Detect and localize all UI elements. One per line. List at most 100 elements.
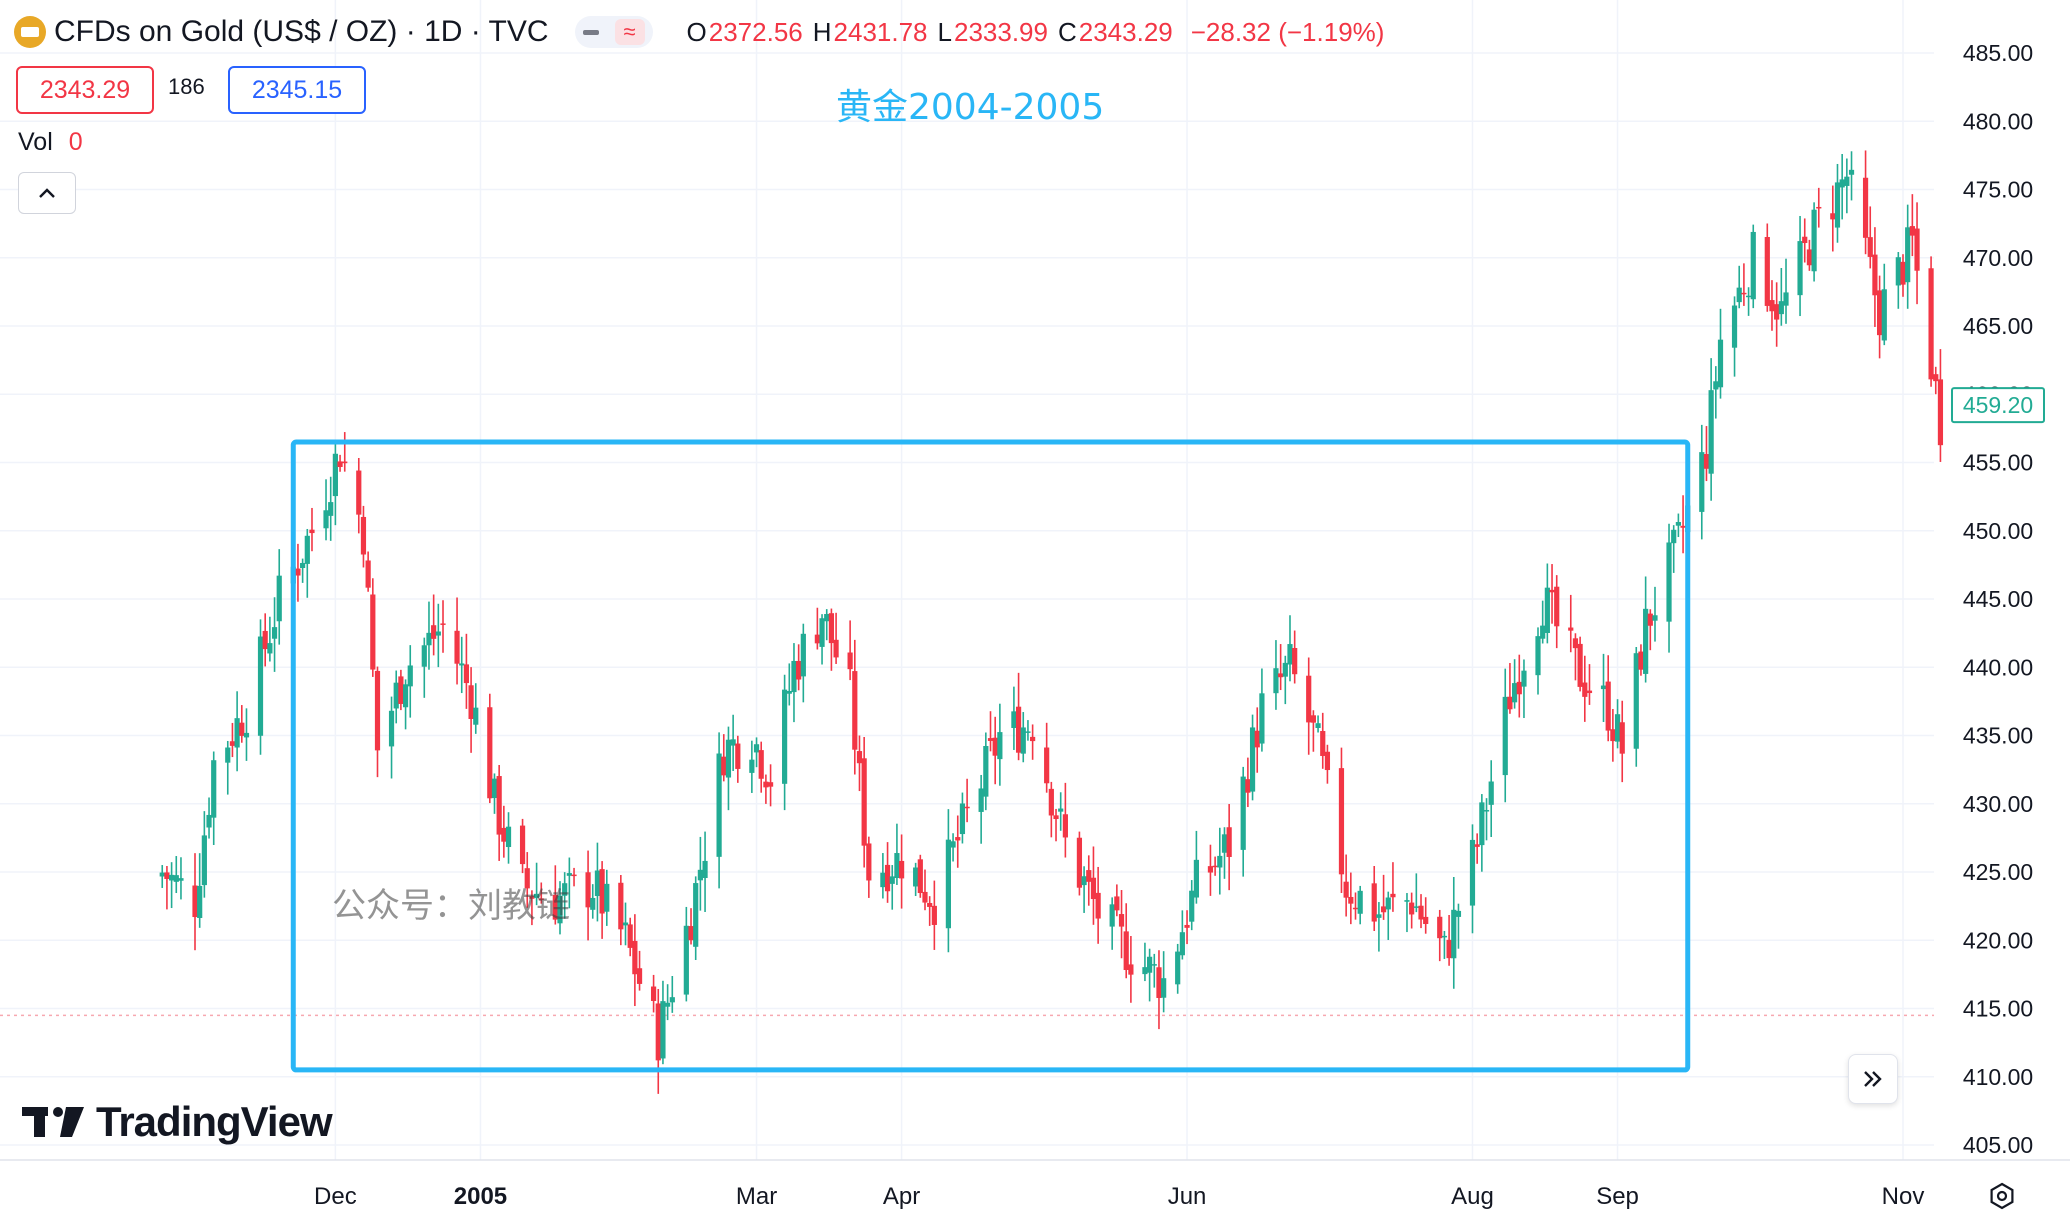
- time-tick-label: Apr: [883, 1183, 920, 1210]
- candle-body: [1750, 231, 1756, 300]
- candle-body: [337, 461, 343, 468]
- candle-body: [1086, 870, 1092, 882]
- candle-body: [721, 756, 727, 776]
- candle-body: [716, 753, 722, 857]
- time-tick-label: Nov: [1882, 1183, 1925, 1210]
- candle-body: [767, 782, 774, 787]
- chart-type-toggle[interactable]: ≈: [574, 16, 653, 48]
- collapse-legend-button[interactable]: [18, 172, 76, 214]
- candle-body: [1881, 289, 1887, 341]
- candle-body: [1867, 237, 1873, 257]
- candle-body: [730, 739, 736, 746]
- ask-price-button[interactable]: 2345.15: [228, 66, 366, 114]
- candle-body: [365, 560, 371, 588]
- candle-body: [426, 632, 432, 646]
- candle-body: [267, 643, 273, 654]
- candle-body: [1778, 301, 1784, 315]
- candle-body: [1385, 897, 1391, 910]
- candle-body: [585, 872, 591, 908]
- settings-icon[interactable]: [1986, 1180, 2018, 1212]
- candle-body: [169, 874, 175, 881]
- candle-body: [1189, 890, 1195, 922]
- volume-label: Vol: [18, 128, 53, 156]
- candle-body: [360, 516, 367, 555]
- chart-grid: [0, 0, 2070, 1161]
- candle-body: [1259, 693, 1265, 744]
- candle-body: [534, 893, 540, 898]
- candle-body: [459, 663, 465, 666]
- candle-body: [552, 894, 558, 920]
- candle-body: [192, 885, 198, 918]
- wave-icon[interactable]: ≈: [614, 19, 645, 45]
- candle-body: [1502, 696, 1508, 776]
- symbol-title[interactable]: CFDs on Gold (US$ / OZ) · 1D · TVC: [54, 15, 549, 48]
- candle-body: [211, 760, 217, 818]
- candle-body: [393, 682, 399, 709]
- candle-body: [1816, 206, 1822, 209]
- candle-body: [1156, 967, 1162, 998]
- candle-body: [1736, 287, 1742, 303]
- candle-body: [1521, 670, 1527, 687]
- candle-body: [1914, 228, 1920, 271]
- candle-body: [1675, 522, 1681, 526]
- candle-body: [791, 660, 797, 693]
- candle-body: [866, 843, 872, 881]
- spread-value: 186: [168, 74, 205, 99]
- candle-body: [782, 689, 788, 784]
- candle-body: [997, 732, 1003, 760]
- candle-body: [604, 883, 610, 912]
- price-tick-label: 425.00: [1963, 859, 2033, 885]
- time-axis: Dec 2005 Mar Apr Jun Aug Sep Nov: [314, 1183, 1924, 1210]
- candle-body: [622, 922, 629, 926]
- candle-body: [1937, 379, 1944, 446]
- candle-body: [819, 618, 825, 647]
- candle-body: [1680, 525, 1686, 528]
- candle-body: [1633, 653, 1639, 749]
- candle-body: [300, 562, 306, 569]
- candle-body: [1544, 587, 1550, 633]
- candle-body: [669, 997, 675, 1003]
- candle-body: [758, 750, 764, 779]
- price-tick-label: 430.00: [1963, 791, 2033, 817]
- candle-body: [1118, 914, 1125, 927]
- candle-body: [1797, 241, 1803, 296]
- candle-body: [1249, 727, 1256, 792]
- candle-body: [1114, 896, 1120, 911]
- chevron-up-icon: [39, 188, 55, 198]
- candle-body: [983, 746, 989, 797]
- chart-annotation[interactable]: 黄金2004-2005: [836, 87, 1105, 128]
- candle-body: [955, 837, 961, 841]
- candle-body: [370, 594, 376, 670]
- candle-body: [922, 891, 928, 903]
- candle-body: [847, 652, 853, 670]
- candle-body: [388, 710, 395, 747]
- candle-body: [1516, 681, 1522, 695]
- candle-body: [852, 671, 858, 750]
- candle-body: [1423, 916, 1429, 925]
- tradingview-logo[interactable]: TradingView: [22, 1098, 333, 1146]
- candle-body: [1610, 729, 1616, 742]
- candle-body: [1699, 452, 1705, 512]
- candle-body: [861, 758, 867, 846]
- scroll-to-realtime-button[interactable]: [1848, 1054, 1898, 1104]
- candle-body: [1212, 865, 1218, 868]
- candle-body: [1437, 916, 1443, 939]
- candle-body: [1221, 834, 1228, 853]
- candle-body: [1783, 292, 1789, 306]
- candle-body: [206, 814, 212, 828]
- bid-price-button[interactable]: 2343.29: [16, 66, 154, 114]
- price-tick-label: 445.00: [1963, 586, 2033, 612]
- candle-body: [1455, 910, 1462, 917]
- candle-body: [1207, 866, 1214, 873]
- price-tick-label: 470.00: [1963, 245, 2033, 271]
- candle-body: [1175, 951, 1181, 985]
- candle-body: [356, 470, 362, 515]
- minus-icon[interactable]: [582, 29, 599, 35]
- candle-body: [496, 776, 502, 835]
- candle-body: [1713, 381, 1719, 390]
- candle-body: [1446, 939, 1452, 959]
- candle-body: [1095, 892, 1101, 919]
- candle-body: [262, 630, 268, 650]
- candle-body: [1352, 907, 1359, 910]
